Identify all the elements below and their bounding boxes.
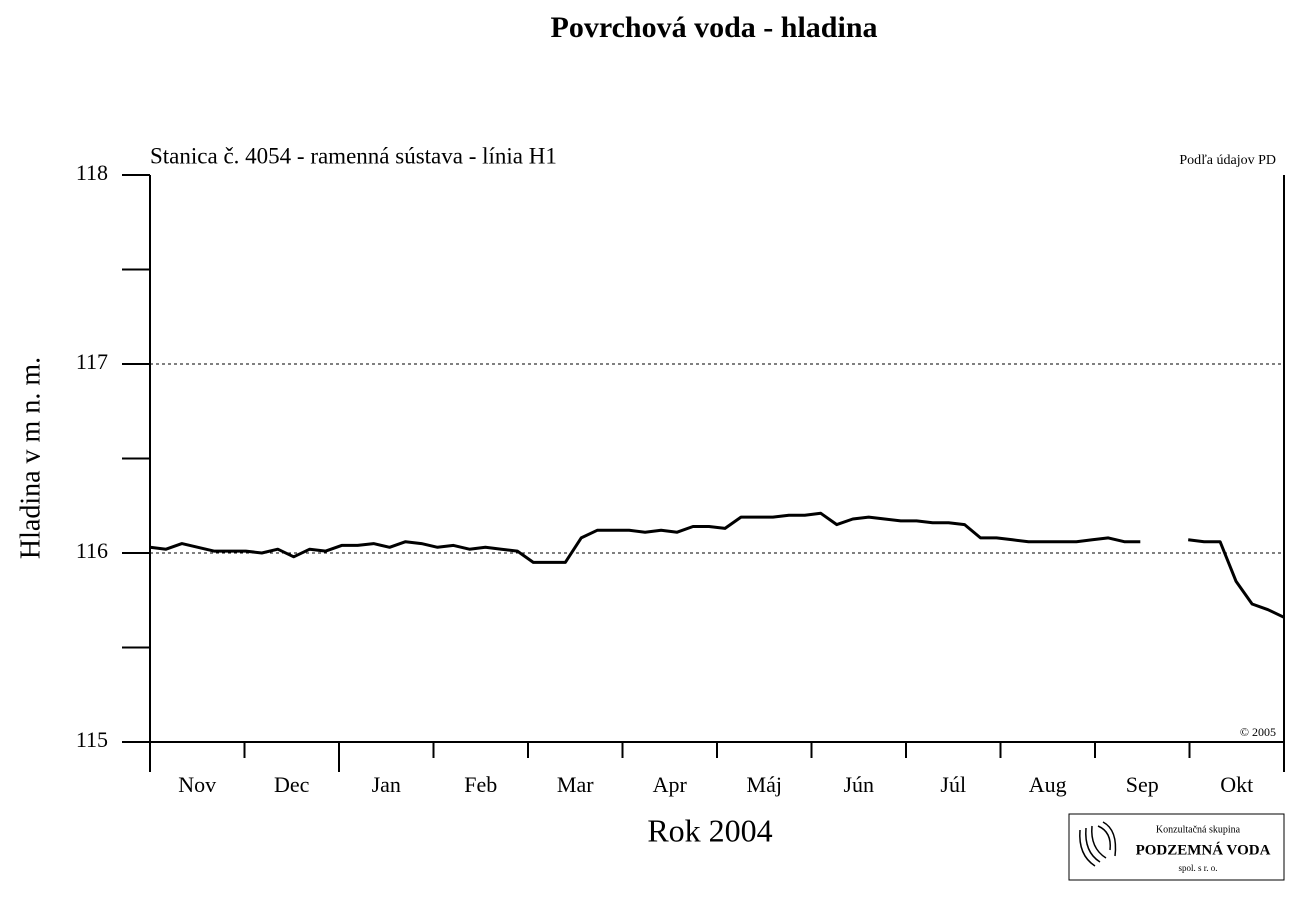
x-tick-label: Jún xyxy=(843,772,874,797)
x-tick-label: Aug xyxy=(1029,772,1067,797)
logo-line3: spol. s r. o. xyxy=(1178,863,1217,873)
logo-line2: PODZEMNÁ VODA xyxy=(1136,841,1271,858)
source: Podľa údajov PD xyxy=(1179,153,1276,168)
y-axis-label: Hladina v m n. m. xyxy=(15,357,46,559)
x-tick-label: Mar xyxy=(557,772,594,797)
x-tick-label: Máj xyxy=(747,772,782,797)
x-axis-label: Rok 2004 xyxy=(647,812,772,848)
x-tick-label: Feb xyxy=(464,772,497,797)
x-tick-label: Júl xyxy=(940,772,966,797)
logo-icon xyxy=(1079,821,1117,867)
logo-frame xyxy=(1068,813,1285,881)
logo: Konzultačná skupina PODZEMNÁ VODA spol. … xyxy=(1068,813,1285,881)
logo-line1: Konzultačná skupina xyxy=(1156,824,1241,835)
x-tick-label: Apr xyxy=(653,772,688,797)
y-tick-label: 118 xyxy=(76,160,108,185)
x-tick-label: Jan xyxy=(372,772,401,797)
y-tick-label: 116 xyxy=(76,538,108,563)
x-tick-label: Okt xyxy=(1220,772,1253,797)
copyright: © 2005 xyxy=(1240,725,1276,739)
x-tick-label: Nov xyxy=(178,772,216,797)
x-tick-label: Dec xyxy=(274,772,310,797)
subtitle: Stanica č. 4054 - ramenná sústava - líni… xyxy=(150,143,557,168)
data-line xyxy=(149,511,1141,564)
y-tick-label: 117 xyxy=(76,349,108,374)
data-line xyxy=(1188,538,1285,619)
y-tick-label: 115 xyxy=(76,727,108,752)
chart-title: Povrchová voda - hladina xyxy=(551,11,878,44)
x-tick-label: Sep xyxy=(1126,772,1159,797)
